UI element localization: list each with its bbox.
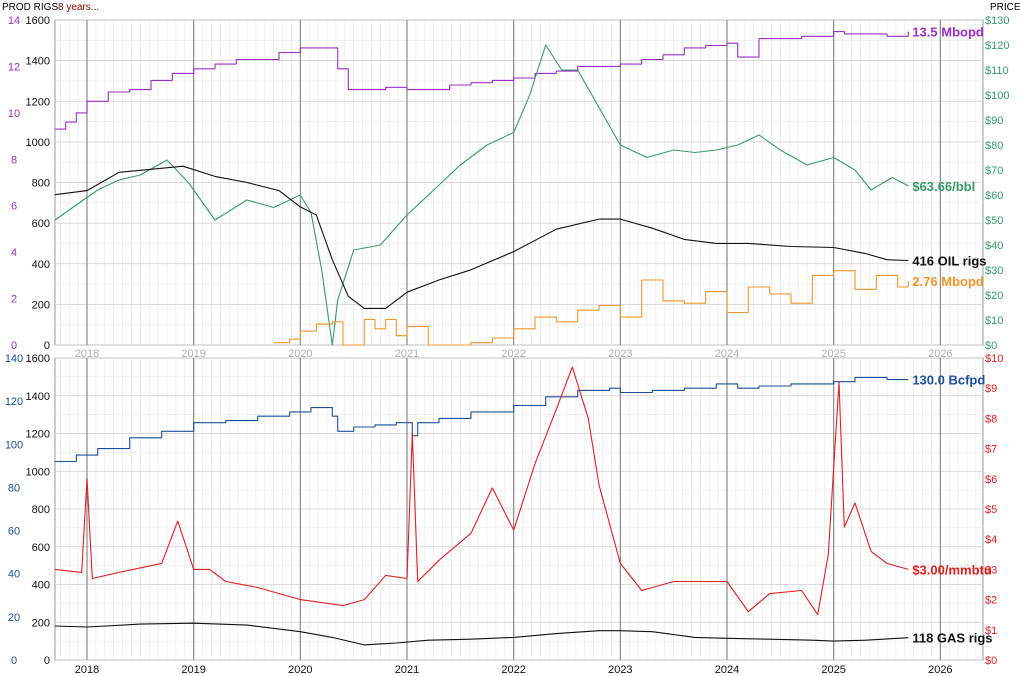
gas-left-inner-tick: 0 xyxy=(44,655,50,667)
oil-end-label: 2.76 Mbopd xyxy=(912,274,984,289)
oil-right-tick: $60 xyxy=(985,190,1003,202)
gas-left-outer-tick: 80 xyxy=(8,482,20,494)
oil-x-tick-label: 2025 xyxy=(821,348,845,360)
oil-left-inner-tick: 400 xyxy=(32,259,50,271)
gas-series-red-line xyxy=(54,366,909,616)
oil-right-tick: $0 xyxy=(985,340,997,352)
gas-x-tick-label: 2021 xyxy=(395,664,419,676)
oil-right-tick: $110 xyxy=(985,65,1009,77)
gas-left-inner-tick: 1600 xyxy=(26,353,50,365)
oil-left-outer-tick: 0 xyxy=(11,340,17,352)
gas-right-tick: $10 xyxy=(985,353,1003,365)
gas-right-tick: $0 xyxy=(985,655,997,667)
oil-x-tick-label: 2023 xyxy=(608,348,632,360)
header-right-label: PRICE xyxy=(990,2,1020,13)
gas-right-tick: $2 xyxy=(985,595,997,607)
oil-x-tick-label: 2019 xyxy=(181,348,205,360)
gas-end-label: 118 GAS rigs xyxy=(912,631,992,646)
gas-series-black-line xyxy=(54,622,909,646)
oil-left-inner-tick: 800 xyxy=(32,178,50,190)
gas-x-tick-label: 2022 xyxy=(501,664,525,676)
oil-right-tick: $120 xyxy=(985,40,1009,52)
gas-right-tick: $4 xyxy=(985,534,997,546)
oil-left-outer-tick: 14 xyxy=(8,15,20,27)
oil-left-inner-tick: 200 xyxy=(32,299,50,311)
oil-right-tick: $70 xyxy=(985,165,1003,177)
gas-x-tick-label: 2020 xyxy=(288,664,312,676)
oil-right-tick: $130 xyxy=(985,15,1009,27)
header-left-label: PROD RIGS xyxy=(2,2,58,13)
oil-x-tick-label: 2021 xyxy=(395,348,419,360)
oil-left-outer-tick: 10 xyxy=(8,108,20,120)
gas-end-label: $3.00/mmbtu xyxy=(912,562,992,577)
gas-right-tick: $6 xyxy=(985,474,997,486)
gas-left-inner-tick: 1000 xyxy=(26,466,50,478)
oil-series-black-line xyxy=(54,165,909,309)
oil-x-tick-label: 2024 xyxy=(715,348,739,360)
oil-end-label: 13.5 Mbopd xyxy=(912,25,984,40)
oil-left-inner-tick: 600 xyxy=(32,218,50,230)
gas-left-outer-tick: 60 xyxy=(8,526,20,538)
oil-x-tick-label: 2026 xyxy=(928,348,952,360)
oil-panel: 2018 2019 2020 2021 2022 2023 2024 2025 2026 0 2 4 6… xyxy=(8,15,1010,360)
oil-x-tick-label: 2018 xyxy=(75,348,99,360)
gas-left-outer-tick: 20 xyxy=(8,612,20,624)
gas-x-tick-label: 2023 xyxy=(608,664,632,676)
gas-left-inner-tick: 1200 xyxy=(26,429,50,441)
oil-series-green-line xyxy=(54,44,909,346)
oil-series-orange-line xyxy=(273,270,909,346)
oil-right-tick: $80 xyxy=(985,140,1003,152)
oil-right-tick: $30 xyxy=(985,265,1003,277)
oil-x-tick-label: 2020 xyxy=(288,348,312,360)
oil-right-tick: $40 xyxy=(985,240,1003,252)
oil-left-outer-tick: 2 xyxy=(11,294,17,306)
gas-right-tick: $7 xyxy=(985,444,997,456)
gas-x-tick-label: 2026 xyxy=(928,664,952,676)
gas-panel: 2018 2019 2020 2021 2022 2023 2024 2025 2026 0 20 4… xyxy=(5,353,1004,676)
gas-right-tick: $1 xyxy=(985,625,997,637)
oil-left-inner-tick: 1400 xyxy=(26,56,50,68)
gas-x-tick-label: 2019 xyxy=(181,664,205,676)
gas-left-inner-tick: 600 xyxy=(32,542,50,554)
oil-left-outer-tick: 6 xyxy=(11,201,17,213)
oil-end-label: $63.66/bbl xyxy=(912,179,975,194)
oil-left-outer-tick: 4 xyxy=(11,247,17,259)
oil-right-tick: $20 xyxy=(985,290,1003,302)
gas-right-tick: $5 xyxy=(985,504,997,516)
gas-x-tick-label: 2025 xyxy=(821,664,845,676)
oil-left-inner-tick: 1000 xyxy=(26,137,50,149)
gas-left-outer-tick: 140 xyxy=(5,353,23,365)
oil-end-label: 416 OIL rigs xyxy=(912,254,986,269)
oil-left-outer-tick: 8 xyxy=(11,154,17,166)
oil-x-tick-label: 2022 xyxy=(501,348,525,360)
gas-right-tick: $9 xyxy=(985,383,997,395)
oil-right-tick: $50 xyxy=(985,215,1003,227)
oil-right-tick: $90 xyxy=(985,115,1003,127)
gas-x-tick-label: 2018 xyxy=(75,664,99,676)
gas-left-inner-tick: 1400 xyxy=(26,391,50,403)
gas-end-label: 130.0 Bcfpd xyxy=(912,373,985,388)
gas-x-tick-label: 2024 xyxy=(715,664,739,676)
gas-right-tick: $8 xyxy=(985,413,997,425)
gas-series-blue-line xyxy=(55,376,909,463)
gas-right-tick: $3 xyxy=(985,564,997,576)
oil-series-purple-line xyxy=(55,31,909,130)
gas-left-inner-tick: 400 xyxy=(32,580,50,592)
gas-left-outer-tick: 100 xyxy=(5,439,23,451)
gas-left-outer-tick: 0 xyxy=(11,655,17,667)
gas-left-outer-tick: 40 xyxy=(8,569,20,581)
gas-left-inner-tick: 200 xyxy=(32,617,50,629)
header-span-label: 8 years... xyxy=(58,2,99,13)
gas-left-inner-tick: 800 xyxy=(32,504,50,516)
oil-left-inner-tick: 0 xyxy=(44,340,50,352)
gas-left-outer-tick: 120 xyxy=(5,396,23,408)
oil-left-inner-tick: 1600 xyxy=(26,15,50,27)
oil-right-tick: $10 xyxy=(985,315,1003,327)
oil-right-tick: $100 xyxy=(985,90,1009,102)
oil-left-inner-tick: 1200 xyxy=(26,96,50,108)
oil-left-outer-tick: 12 xyxy=(8,61,20,73)
